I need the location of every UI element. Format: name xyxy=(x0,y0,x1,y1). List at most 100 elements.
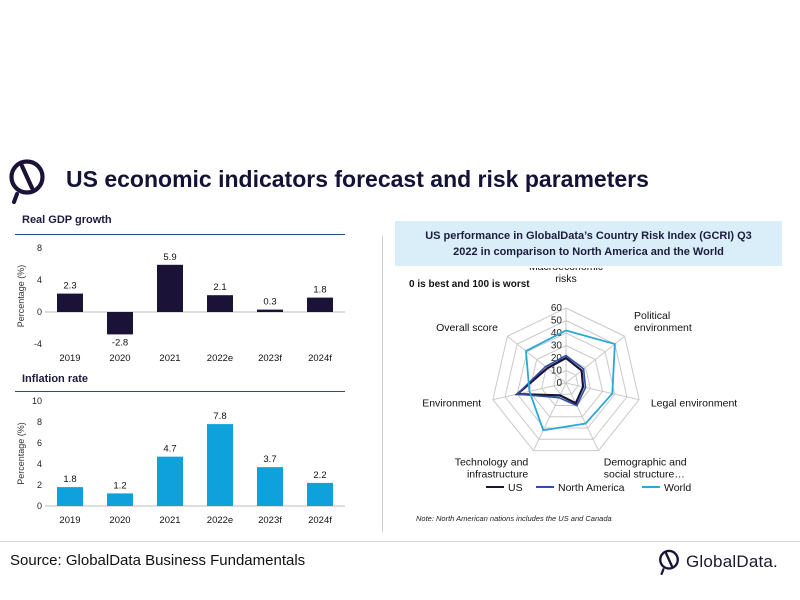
radar-scale-note: 0 is best and 100 is worst xyxy=(409,279,530,290)
inflation-ytick-label: 10 xyxy=(32,396,42,406)
gdp-xtick-label: 2023f xyxy=(258,353,282,364)
gdp-xtick-label: 2024f xyxy=(308,353,332,364)
inflation-xtick-label: 2021 xyxy=(159,515,180,526)
radar-axis-label-line: Technology and xyxy=(455,456,529,468)
inflation-xtick-label: 2023f xyxy=(258,515,282,526)
gdp-data-label: 2.1 xyxy=(213,282,226,293)
radar-spoke xyxy=(565,335,625,384)
inflation-bar xyxy=(157,456,183,506)
radar-axis-label-line: social structure… xyxy=(604,468,685,480)
globaldata-brand-icon xyxy=(659,549,679,575)
radar-axis-label-line: Political xyxy=(634,310,670,322)
inflation-bar xyxy=(107,493,133,506)
inflation-ytick-label: 6 xyxy=(37,438,42,448)
page-title: US economic indicators forecast and risk… xyxy=(66,166,649,192)
gdp-bar xyxy=(57,293,83,312)
radar-tick-label: 30 xyxy=(551,341,563,352)
gdp-data-label: 1.8 xyxy=(313,285,326,296)
source-text: Source: GlobalData Business Fundamentals xyxy=(10,552,306,569)
inflation-ytick-label: 8 xyxy=(37,417,42,427)
radar-tick-label: 60 xyxy=(551,303,563,314)
gdp-ytick-label: 8 xyxy=(37,243,42,253)
gdp-ytick-label: 0 xyxy=(37,307,42,317)
globaldata-logo-icon xyxy=(9,159,45,204)
radar-tick-label: 20 xyxy=(551,353,563,364)
radar-axis-label-line: Macroeconomic xyxy=(529,268,603,273)
radar-chart-title: US performance in GlobalData’s Country R… xyxy=(395,221,782,266)
radar-gridline xyxy=(528,344,604,418)
gdp-bar xyxy=(107,312,133,335)
gdp-bar xyxy=(157,264,183,312)
inflation-bar xyxy=(257,467,283,506)
radar-legend-label: World xyxy=(664,482,691,494)
inflation-data-label: 3.7 xyxy=(263,454,276,465)
inflation-data-label: 1.2 xyxy=(113,480,126,491)
inflation-bar xyxy=(207,424,233,506)
radar-spoke xyxy=(565,382,599,451)
panel-divider xyxy=(382,236,383,532)
gdp-xtick-label: 2021 xyxy=(159,353,180,364)
inflation-ytick-label: 2 xyxy=(37,480,42,490)
gdp-xtick-label: 2020 xyxy=(109,353,130,364)
inflation-ylabel: Percentage (%) xyxy=(16,422,26,485)
radar-axis-label-line: Overall score xyxy=(436,322,498,334)
radar-legend-label: North America xyxy=(558,482,625,494)
radar-series-line xyxy=(524,329,616,432)
gdp-data-label: 0.3 xyxy=(263,297,276,308)
inflation-bar xyxy=(57,487,83,506)
inflation-chart: 10 8 6 4 2 0 Percentage (%) 1.8 2019 1.2 2020 4.7 20… xyxy=(16,396,345,526)
gdp-ytick-label: -4 xyxy=(34,339,42,349)
gdp-title-rule xyxy=(15,234,345,235)
gdp-chart: 8 4 0 -4 Percentage (%) 2.3 2019 -2.8 2020 5.9 202… xyxy=(16,243,345,364)
gdp-xtick-label: 2019 xyxy=(59,353,80,364)
inflation-title-rule xyxy=(15,391,345,392)
gdp-bar xyxy=(207,295,233,312)
radar-series-line xyxy=(514,356,585,405)
radar-tick-label: 40 xyxy=(551,328,563,339)
radar-axis-label: Environment xyxy=(422,397,481,409)
radar-spoke xyxy=(565,382,640,401)
radar-series-line xyxy=(515,354,587,407)
radar-axis-label-line: Environment xyxy=(422,397,481,409)
inflation-bar xyxy=(307,482,333,506)
inflation-ytick-label: 4 xyxy=(37,459,42,469)
radar-axis-label-line: Demographic and xyxy=(604,456,687,468)
radar-gridline xyxy=(504,319,628,440)
radar-axis-label: Political environment xyxy=(634,310,692,334)
radar-axis-label-line: Legal environment xyxy=(651,397,737,409)
inflation-xtick-label: 2020 xyxy=(109,515,130,526)
radar-axis-label-line: environment xyxy=(634,322,692,334)
radar-footnote: Note: North American nations includes th… xyxy=(416,514,612,523)
radar-axis-label-line: risks xyxy=(555,273,577,285)
radar-axis-label: Technology and infrastructure xyxy=(455,456,529,480)
inflation-xtick-label: 2024f xyxy=(308,515,332,526)
gdp-bar xyxy=(307,297,333,312)
radar-tick-label: 0 xyxy=(556,378,562,389)
radar-spoke xyxy=(507,335,567,384)
inflation-data-label: 4.7 xyxy=(163,444,176,455)
radar-gridline xyxy=(516,332,616,429)
radar-axis-label: Demographic and social structure… xyxy=(604,456,687,480)
inflation-ytick-label: 0 xyxy=(37,501,42,511)
inflation-data-label: 1.8 xyxy=(63,474,76,485)
radar-gridline xyxy=(553,369,579,395)
radar-legend-label: US xyxy=(508,482,523,494)
inflation-data-label: 7.8 xyxy=(213,411,226,422)
radar-axis-label: Legal environment xyxy=(651,397,737,409)
radar-axis-label: Overall score xyxy=(436,322,498,334)
footer-rule xyxy=(0,541,800,542)
gdp-bar xyxy=(257,309,283,312)
gdp-data-label: 5.9 xyxy=(163,252,176,263)
inflation-xtick-label: 2019 xyxy=(59,515,80,526)
gdp-chart-title: Real GDP growth xyxy=(22,214,112,226)
radar-axis-label: Macroeconomicrisks xyxy=(529,268,603,285)
gdp-data-label: 2.3 xyxy=(63,281,76,292)
brand-logo: GlobalData. xyxy=(658,549,778,575)
gdp-data-label: -2.8 xyxy=(112,337,128,348)
gdp-ylabel: Percentage (%) xyxy=(16,265,26,328)
inflation-data-label: 2.2 xyxy=(313,470,326,481)
radar-tick-label: 10 xyxy=(551,366,563,377)
radar-spoke xyxy=(533,382,567,451)
radar-axis-label-line: infrastructure xyxy=(467,468,528,480)
gdp-xtick-label: 2022e xyxy=(207,353,233,364)
